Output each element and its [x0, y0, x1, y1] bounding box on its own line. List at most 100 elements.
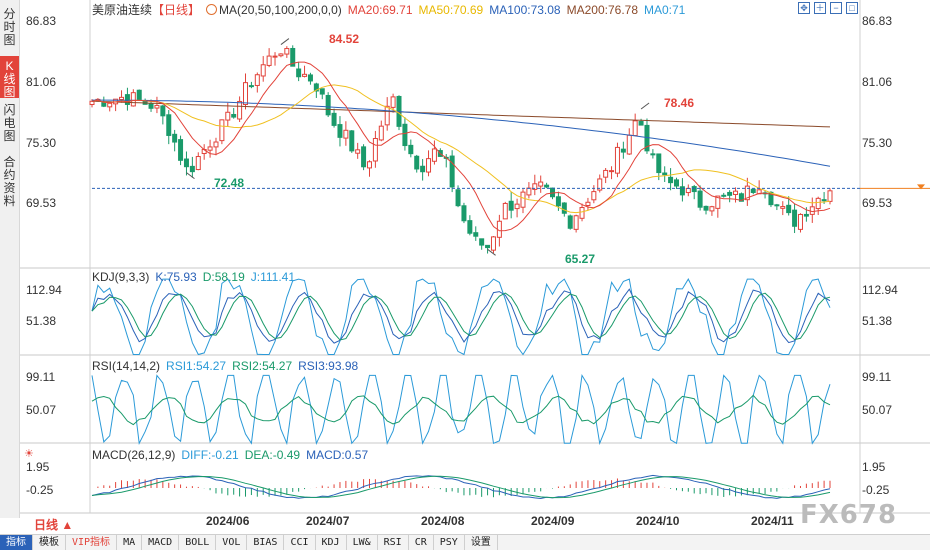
symbol-name: 美原油连续 — [92, 3, 153, 17]
toolbar-vol[interactable]: VOL — [216, 535, 248, 550]
macd-diff-line — [91, 474, 831, 500]
macd-y-label: -0.25 — [862, 483, 890, 497]
macd-value: MACD:0.57 — [306, 448, 369, 462]
ma100-value: MA100:73.08 — [489, 3, 561, 17]
candle-body — [290, 47, 296, 67]
extreme-pointer — [280, 38, 290, 45]
candle-body — [302, 73, 308, 77]
candle-body — [603, 169, 609, 178]
candle-body — [792, 209, 798, 227]
candle-body — [361, 146, 367, 168]
candle-body — [532, 183, 538, 190]
candle-body — [520, 191, 526, 208]
date-label: 2024/08 — [421, 514, 465, 528]
settings-icon[interactable] — [206, 4, 218, 15]
candle-body — [638, 120, 644, 126]
y-label-right: 81.06 — [862, 75, 893, 89]
toolbar-cci[interactable]: CCI — [284, 535, 316, 550]
low-label: 72.48 — [214, 176, 245, 190]
candle-body — [803, 213, 809, 217]
candle-body — [774, 204, 780, 207]
candle-body — [402, 123, 408, 147]
candle-body — [715, 195, 721, 209]
candle-body — [408, 144, 414, 155]
tab-flash-chart[interactable]: 闪电图 — [0, 100, 19, 143]
toolbar-settings[interactable]: 设置 — [465, 535, 498, 550]
extreme-pointer — [640, 102, 650, 110]
candle-body — [384, 105, 390, 126]
ma-definition: MA(20,50,100,200,0,0) — [219, 3, 342, 17]
candle-body — [101, 102, 107, 107]
toolbar-indicators[interactable]: 指标 — [0, 535, 33, 550]
candle-body — [620, 148, 626, 153]
period-label: 【日线】 — [152, 3, 201, 17]
candle-body — [207, 146, 213, 151]
toolbar-ma[interactable]: MA — [117, 535, 143, 550]
toolbar-boll[interactable]: BOLL — [179, 535, 217, 550]
rsi-legend: RSI(14,14,2) RSI1:54.27 RSI2:54.27 RSI3:93.… — [92, 359, 364, 373]
candle-body — [703, 205, 709, 211]
candle-body — [485, 244, 491, 249]
candle-body — [449, 155, 455, 188]
current-price-marker — [917, 184, 925, 190]
kdj-j-value: J:111.41 — [250, 270, 296, 284]
toolbar-macd[interactable]: MACD — [142, 535, 180, 550]
ma200-value: MA200:76.78 — [566, 3, 638, 17]
y-label-left: 69.53 — [26, 196, 57, 210]
kdj-y-label: 51.38 — [26, 314, 57, 328]
toolbar-kdj[interactable]: KDJ — [316, 535, 347, 550]
y-label-right: 86.83 — [862, 14, 893, 28]
zoom-out-icon[interactable]: − — [830, 2, 842, 14]
tab-time-sharing[interactable]: 分时图 — [0, 4, 19, 47]
chart-canvas[interactable] — [0, 0, 930, 534]
candle-body — [420, 165, 426, 173]
toolbar-rsi[interactable]: RSI — [378, 535, 409, 550]
candle-body — [313, 83, 319, 92]
toolbar-bias[interactable]: BIAS — [247, 535, 285, 550]
toolbar-templates[interactable]: 模板 — [33, 535, 66, 550]
zoom-in-icon[interactable]: ＋ — [814, 2, 826, 14]
candle-body — [750, 188, 756, 193]
candle-body — [319, 88, 325, 95]
candle-body — [372, 138, 378, 162]
date-label: 2024/11 — [751, 514, 794, 528]
candle-body — [656, 153, 662, 174]
candle-body — [166, 114, 172, 136]
toolbar-cr[interactable]: CR — [409, 535, 434, 550]
candle-body — [544, 184, 550, 188]
candle-body — [296, 68, 302, 78]
fullscreen-icon[interactable]: □ — [846, 2, 858, 14]
rsi1-line — [91, 394, 831, 426]
candle-body — [573, 215, 579, 230]
ma50-value: MA50:70.69 — [418, 3, 484, 17]
kdj-k-value: K:75.93 — [155, 270, 197, 284]
macd-name: MACD(26,12,9) — [92, 448, 176, 462]
candle-body — [130, 92, 136, 107]
tab-contract-info[interactable]: 合约资料 — [0, 152, 19, 212]
toolbar-vip[interactable]: VIP指标 — [66, 535, 118, 550]
candle-body — [538, 181, 544, 187]
crosshair-icon[interactable]: ☀ — [24, 448, 34, 460]
toolbar-lwr[interactable]: LW& — [347, 535, 378, 550]
move-icon[interactable]: ✥ — [798, 2, 810, 14]
period-selector[interactable]: 日线 ▲ — [34, 518, 74, 532]
rsi-y-label: 99.11 — [26, 370, 56, 384]
candle-body — [526, 187, 532, 196]
candle-body — [626, 134, 632, 155]
macd-dea-value: DEA:-0.49 — [244, 448, 301, 462]
candle-body — [431, 148, 437, 162]
high-label: 78.46 — [664, 96, 695, 110]
candle-body — [691, 186, 697, 193]
candle-body — [284, 48, 290, 55]
candle-body — [797, 213, 803, 230]
rsi-name: RSI(14,14,2) — [92, 359, 161, 373]
candle-body — [461, 205, 467, 222]
macd-legend: MACD(26,12,9) DIFF:-0.21 DEA:-0.49 MACD:0.5… — [92, 448, 374, 462]
toolbar-psy[interactable]: PSY — [434, 535, 465, 550]
date-label: 2024/07 — [306, 514, 350, 528]
candle-body — [821, 199, 827, 202]
